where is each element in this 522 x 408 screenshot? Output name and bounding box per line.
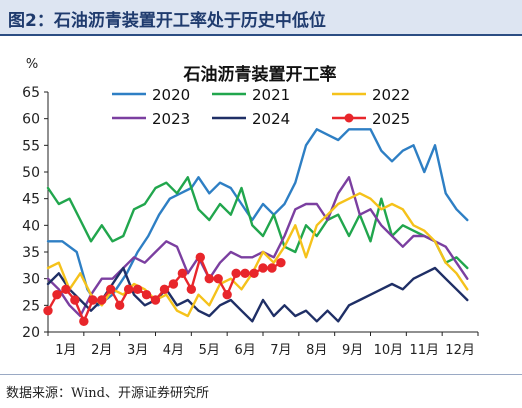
- series-point-2025: [150, 295, 161, 305]
- series-point-2025: [114, 300, 125, 311]
- x-tick-label: 4月: [163, 343, 184, 358]
- series-point-2025: [231, 268, 241, 279]
- series-line-2022: [46, 192, 469, 318]
- y-tick-label: 50: [22, 165, 40, 181]
- x-tick-label: 8月: [306, 343, 327, 358]
- legend-label-2024: 2024: [252, 110, 290, 128]
- series-point-2025: [43, 305, 53, 316]
- series-point-2025: [52, 289, 62, 300]
- series-point-2025: [249, 268, 259, 279]
- series-point-2025: [123, 284, 134, 295]
- x-tick-label: 1月: [55, 343, 76, 358]
- y-axis-unit: %: [26, 57, 38, 72]
- series-point-2025: [213, 273, 223, 284]
- x-tick-label: 5月: [199, 343, 220, 358]
- series-point-2025: [276, 257, 286, 268]
- series-point-2025: [195, 252, 205, 263]
- y-tick-label: 65: [22, 85, 40, 101]
- series-point-2025: [222, 289, 232, 300]
- series-point-2025: [70, 295, 80, 305]
- series-line-2024: [46, 266, 469, 323]
- legend-label-2025: 2025: [372, 110, 410, 128]
- legend-label-2021: 2021: [252, 86, 290, 104]
- series-point-2025: [141, 289, 152, 300]
- chart-title: 石油沥青装置开工率: [183, 64, 337, 85]
- series-point-2025: [204, 273, 214, 284]
- x-tick-label: 7月: [270, 343, 291, 358]
- y-tick-label: 55: [22, 138, 40, 154]
- y-tick-label: 25: [22, 298, 40, 314]
- series-line-2023: [46, 176, 469, 318]
- legend-label-2023: 2023: [152, 110, 190, 128]
- series-point-2025: [258, 263, 268, 273]
- y-tick-label: 40: [22, 218, 40, 234]
- series-point-2025: [177, 268, 188, 279]
- x-tick-label: 12月: [445, 343, 475, 358]
- series-point-2025: [168, 279, 179, 289]
- y-tick-label: 30: [22, 272, 40, 288]
- x-tick-label: 11月: [409, 343, 439, 358]
- y-tick-label: 20: [22, 325, 40, 341]
- series-point-2025: [132, 284, 143, 295]
- series-point-2025: [159, 284, 170, 295]
- series-point-2025: [186, 284, 197, 295]
- series-point-2025: [88, 295, 98, 305]
- series-point-2025: [79, 316, 89, 327]
- y-tick-label: 45: [22, 192, 40, 208]
- chart-series: [43, 128, 469, 327]
- source-note: 数据来源：Wind、开源证券研究所: [6, 386, 209, 401]
- series-point-2025: [240, 268, 250, 279]
- figure-header: 图2：石油沥青装置开工率处于历史中低位: [0, 0, 522, 36]
- legend-label-2020: 2020: [152, 86, 190, 104]
- x-tick-label: 6月: [234, 343, 255, 358]
- legend-marker-2025: [344, 113, 354, 123]
- y-tick-label: 35: [22, 245, 40, 261]
- footer-rule: [0, 374, 522, 375]
- series-line-2021: [46, 176, 469, 270]
- x-tick-label: 3月: [127, 343, 148, 358]
- chart-container: 20 25 30 35 40 45 50 55 60 65 1月 2月 3月 4月 5月 6月 7月 8月 9月 10…: [0, 40, 522, 370]
- series-point-2025: [61, 284, 71, 295]
- figure-title: 图2：石油沥青装置开工率处于历史中低位: [8, 11, 326, 31]
- chart-legend: 2020 2021 2022 2023 2024 2025: [112, 86, 410, 128]
- x-tick-label: 10月: [374, 343, 404, 358]
- series-line-2020: [46, 128, 469, 307]
- series-point-2025: [97, 295, 107, 305]
- x-tick-label: 9月: [342, 343, 363, 358]
- series-point-2025: [106, 284, 116, 295]
- series-point-2025: [267, 263, 277, 273]
- legend-label-2022: 2022: [372, 86, 410, 104]
- x-tick-label: 2月: [91, 343, 112, 358]
- y-tick-label: 60: [22, 112, 40, 128]
